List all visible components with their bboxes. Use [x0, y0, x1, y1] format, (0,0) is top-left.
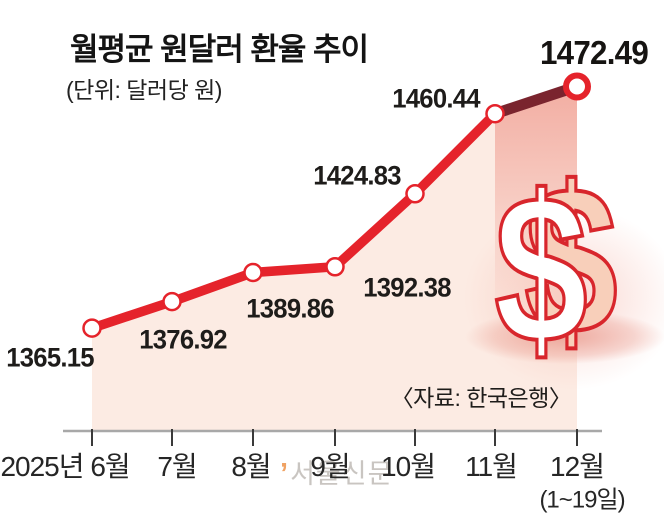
data-point-marker: [162, 291, 182, 312]
rate-line: [82, 72, 591, 338]
x-tick-label: 11월: [465, 451, 518, 482]
source-note: 〈자료: 한국은행〉: [390, 385, 572, 411]
value-label: 1472.49: [539, 33, 649, 71]
watermark-quote-mark: ’: [280, 458, 290, 490]
unit-note: (단위: 달러당 원): [66, 77, 222, 103]
rate-polyline: [90, 110, 499, 333]
x-tick-label: 10월: [381, 451, 436, 482]
data-point-marker: [485, 103, 505, 124]
watermark-text: 서울신문: [290, 459, 394, 489]
x-axis-year-prefix: 2025년: [0, 451, 84, 482]
x-axis: [63, 429, 602, 446]
value-label: 1424.83: [313, 160, 401, 191]
x-axis-last-note: (1~19일): [539, 486, 625, 514]
x-tick-label: 8월: [231, 451, 271, 482]
x-tick-label: 12월: [550, 451, 605, 482]
value-label: 1392.38: [363, 272, 451, 303]
data-point-marker: [243, 262, 263, 283]
dollar-front-face: $: [494, 153, 587, 387]
x-tick-label: 6월: [90, 451, 130, 482]
value-label: 1376.92: [139, 324, 227, 355]
area-fill: [92, 86, 577, 430]
value-label: 1365.15: [6, 342, 94, 373]
value-label: 1460.44: [392, 83, 480, 114]
x-tick-label: 9월: [310, 451, 350, 482]
watermark: ’서울신문: [280, 452, 393, 491]
data-point-marker: [82, 318, 102, 338]
data-point-marker: [405, 184, 425, 204]
dollar-back-face: $: [524, 144, 617, 378]
last-segment-dark: [493, 81, 579, 119]
value-label: 1389.86: [246, 293, 334, 323]
area-fill-polygon: [92, 86, 577, 430]
data-point-marker: [325, 257, 345, 277]
x-tick-label: 7월: [157, 451, 197, 482]
chart-title: 월평균 원달러 환율 추이: [70, 31, 369, 67]
dollar-sign-icon: $ $: [492, 142, 619, 389]
dollar-shadow: [465, 310, 664, 364]
last-data-point-marker: [563, 72, 591, 101]
